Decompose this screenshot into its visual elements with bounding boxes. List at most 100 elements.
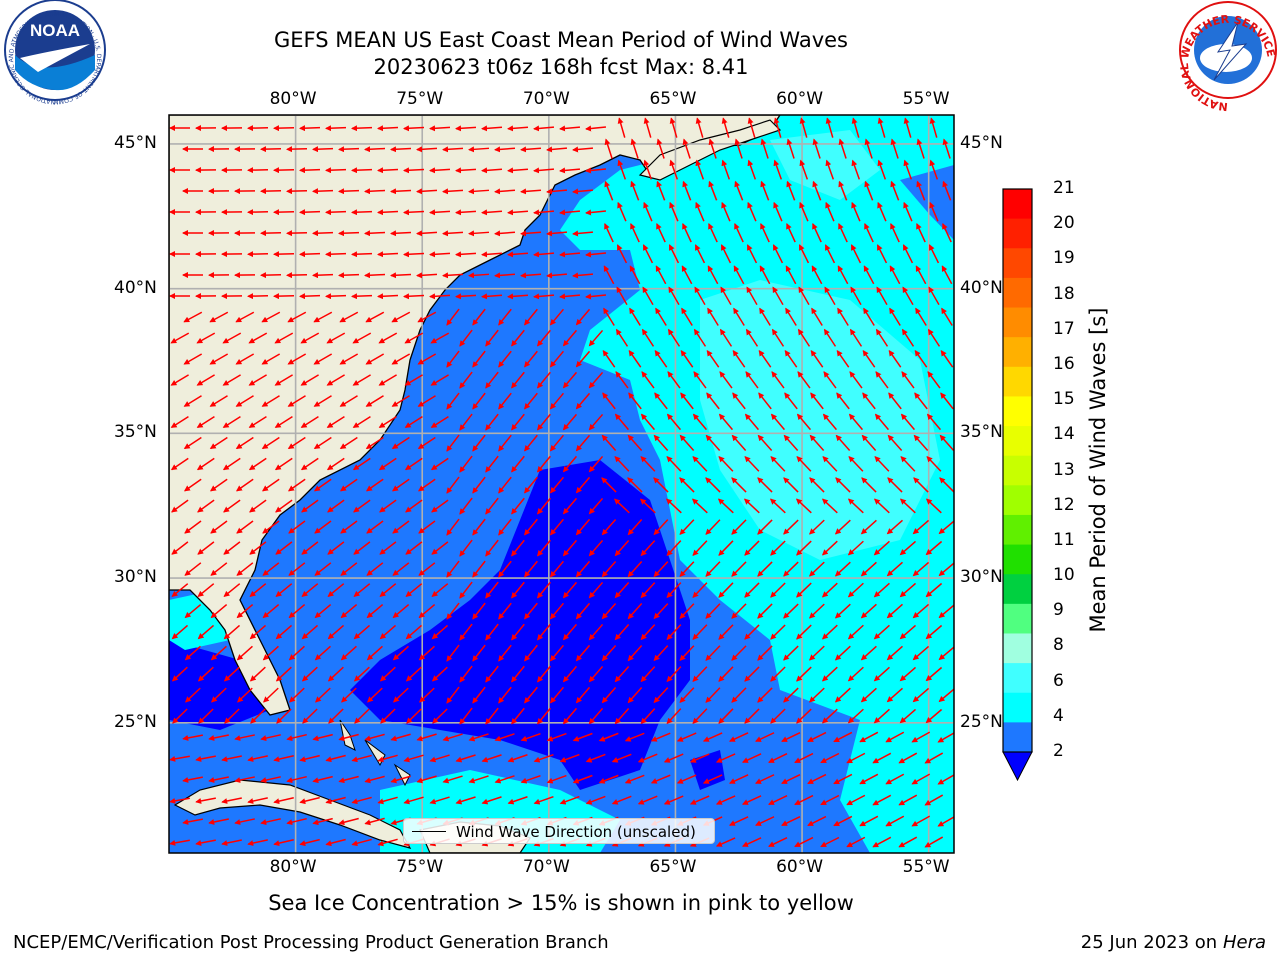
wind-wave-arrow bbox=[533, 125, 555, 132]
map-frame bbox=[168, 114, 955, 854]
wind-wave-arrow bbox=[313, 311, 333, 323]
wind-wave-arrow bbox=[811, 307, 823, 326]
wind-wave-arrow bbox=[745, 328, 759, 347]
wind-wave-arrow bbox=[338, 817, 359, 826]
wind-wave-arrow bbox=[872, 836, 892, 848]
wind-wave-arrow bbox=[533, 251, 555, 258]
wind-wave-arrow bbox=[286, 146, 308, 153]
wind-wave-arrow bbox=[693, 328, 707, 347]
wind-wave-arrow bbox=[877, 159, 887, 180]
wind-wave-arrow bbox=[572, 774, 593, 784]
wind-wave-arrow bbox=[653, 603, 669, 620]
wind-wave-arrow bbox=[406, 708, 422, 724]
wind-wave-arrow bbox=[860, 603, 877, 619]
wind-wave-arrow bbox=[628, 349, 642, 368]
wind-wave-arrow bbox=[888, 392, 902, 410]
wind-wave-arrow bbox=[693, 371, 707, 389]
wind-wave-arrow bbox=[603, 265, 615, 285]
wind-wave-arrow bbox=[390, 272, 412, 279]
wind-wave-arrow bbox=[939, 477, 954, 493]
wind-wave-arrow bbox=[890, 138, 899, 159]
wind-wave-arrow bbox=[468, 230, 490, 237]
wind-wave-arrow bbox=[524, 560, 538, 578]
wind-wave-arrow bbox=[614, 456, 630, 472]
wind-wave-arrow bbox=[273, 755, 294, 763]
wind-wave-arrow bbox=[352, 374, 371, 386]
wind-wave-arrow bbox=[890, 222, 900, 243]
wind-wave-arrow bbox=[902, 244, 914, 264]
wind-wave-arrow bbox=[536, 539, 551, 557]
wind-wave-arrow bbox=[366, 645, 383, 661]
wind-wave-arrow bbox=[172, 708, 188, 724]
wind-wave-arrow bbox=[416, 733, 437, 742]
wind-wave-arrow bbox=[747, 117, 756, 138]
wind-wave-arrow bbox=[898, 836, 918, 848]
wind-wave-arrow bbox=[721, 201, 731, 222]
wind-wave-arrow bbox=[611, 795, 632, 805]
wind-wave-arrow bbox=[742, 795, 762, 805]
wind-wave-arrow bbox=[559, 209, 581, 216]
wind-wave-arrow bbox=[653, 477, 669, 493]
wind-wave-arrow bbox=[481, 796, 502, 805]
wind-wave-arrow bbox=[299, 796, 320, 805]
wind-wave-arrow bbox=[562, 581, 578, 599]
wind-wave-arrow bbox=[719, 328, 733, 347]
wind-wave-arrow bbox=[446, 308, 460, 326]
wind-wave-arrow bbox=[781, 773, 801, 785]
colorbar-tick-label: 4 bbox=[1053, 705, 1064, 726]
wind-wave-arrow bbox=[695, 159, 705, 180]
wind-wave-arrow bbox=[338, 272, 360, 279]
wind-wave-arrow bbox=[472, 308, 486, 326]
wind-wave-arrow bbox=[770, 582, 786, 598]
lon-tick-label-top: 55°W bbox=[902, 89, 950, 109]
wind-wave-arrow bbox=[575, 308, 591, 326]
wind-wave-arrow bbox=[689, 795, 710, 805]
wind-wave-arrow bbox=[287, 478, 306, 492]
footer-host: Hera bbox=[1222, 932, 1266, 953]
wind-wave-arrow bbox=[559, 251, 581, 258]
wind-wave-arrow bbox=[562, 455, 578, 473]
wind-wave-arrow bbox=[823, 371, 837, 389]
colorbar-tick-label: 20 bbox=[1053, 213, 1075, 234]
wind-wave-arrow bbox=[261, 311, 281, 323]
wind-wave-arrow bbox=[915, 265, 927, 285]
wind-wave-arrow bbox=[498, 308, 512, 326]
wind-wave-arrow bbox=[679, 434, 695, 451]
wind-wave-arrow bbox=[378, 415, 397, 429]
wind-wave-arrow bbox=[289, 687, 305, 703]
wind-wave-arrow bbox=[616, 286, 628, 306]
wind-wave-arrow bbox=[728, 732, 749, 742]
wind-wave-arrow bbox=[912, 561, 930, 577]
wind-wave-arrow bbox=[572, 146, 594, 153]
colorbar-tick-label: 11 bbox=[1053, 529, 1075, 550]
wind-wave-arrow bbox=[365, 478, 384, 492]
wind-wave-arrow bbox=[916, 138, 925, 159]
wind-wave-arrow bbox=[835, 477, 851, 493]
wind-wave-arrow bbox=[627, 519, 643, 536]
wind-wave-arrow bbox=[629, 307, 641, 326]
wind-wave-arrow bbox=[260, 776, 281, 784]
wind-wave-arrow bbox=[640, 708, 656, 725]
wind-wave-arrow bbox=[785, 265, 797, 285]
wind-wave-arrow bbox=[236, 562, 254, 576]
wind-wave-arrow bbox=[731, 477, 747, 493]
wind-wave-arrow bbox=[404, 457, 423, 471]
wind-wave-arrow bbox=[821, 498, 838, 514]
wind-wave-arrow bbox=[498, 602, 512, 620]
wind-wave-arrow bbox=[630, 180, 640, 201]
wind-wave-arrow bbox=[472, 476, 486, 494]
wind-wave-arrow bbox=[628, 392, 642, 410]
wind-wave-arrow bbox=[617, 201, 627, 222]
wind-wave-arrow bbox=[901, 328, 915, 347]
colorbar-swatch bbox=[1003, 722, 1032, 753]
wind-wave-arrow bbox=[182, 818, 203, 825]
wind-wave-arrow bbox=[511, 371, 525, 389]
wind-wave-arrow bbox=[379, 666, 396, 682]
wind-wave-arrow bbox=[391, 478, 410, 492]
wind-wave-arrow bbox=[301, 666, 318, 682]
wind-wave-arrow bbox=[247, 797, 268, 804]
wind-wave-arrow bbox=[299, 754, 320, 763]
wind-wave-arrow bbox=[249, 583, 267, 597]
lon-tick-label-bottom: 80°W bbox=[269, 857, 317, 877]
wind-wave-arrow bbox=[732, 392, 746, 410]
